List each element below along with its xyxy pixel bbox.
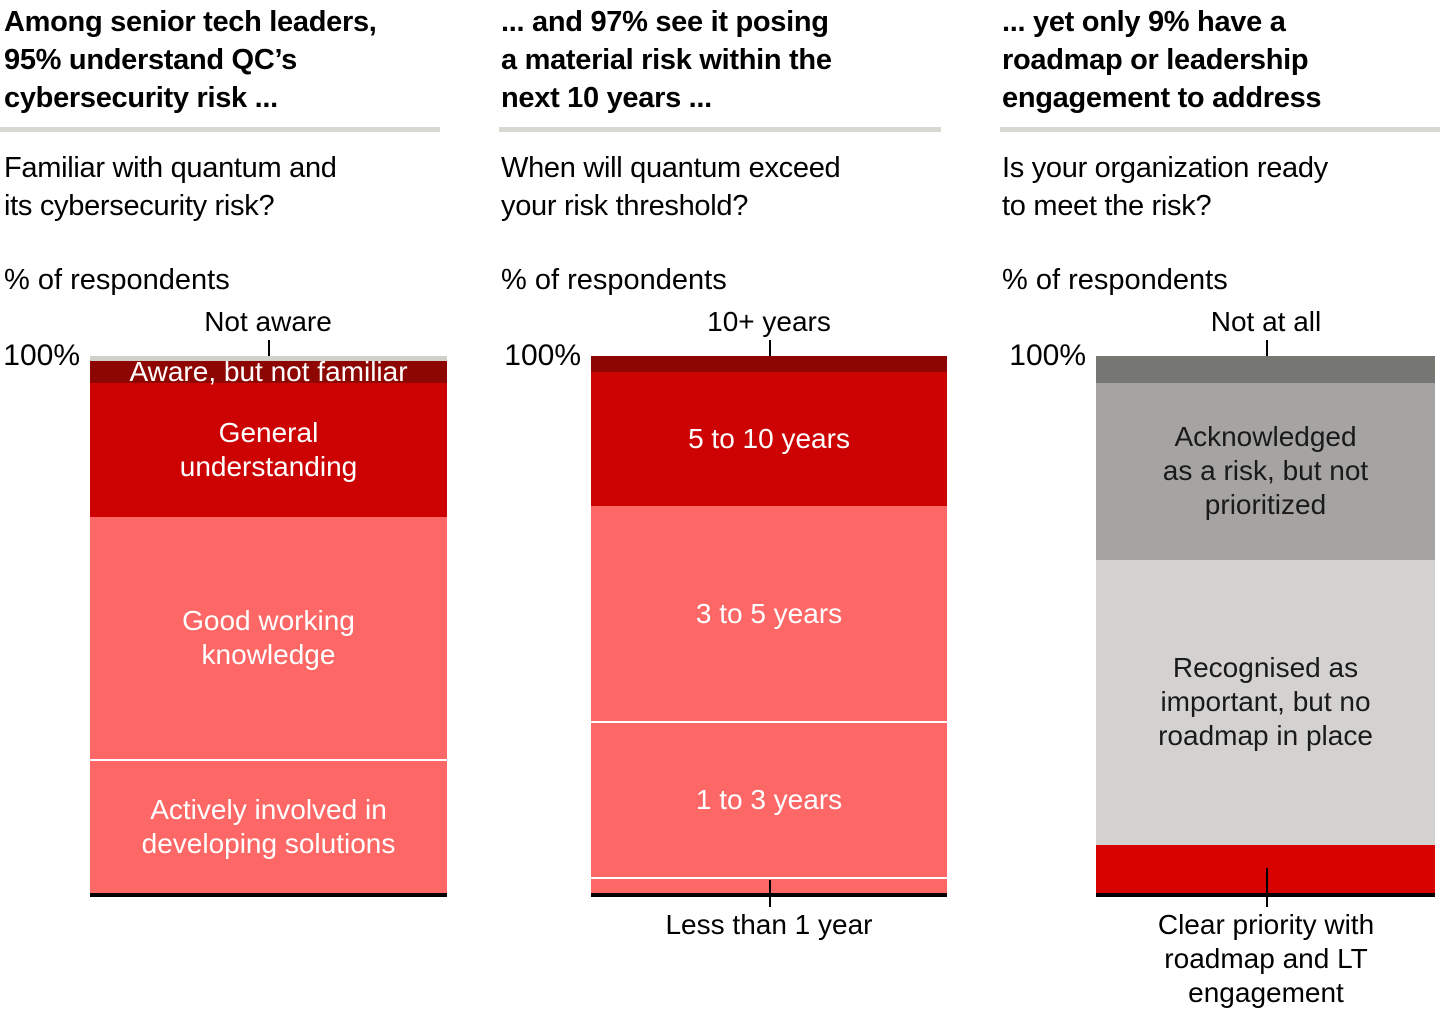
divider-rule (499, 127, 941, 132)
stacked-bar: 5 to 10 years 3 to 5 years 1 to 3 years (591, 356, 947, 893)
annotation-tick (769, 340, 771, 356)
bar-segment-recognised-no-roadmap: Recognised as important, but no roadmap … (1096, 560, 1435, 845)
bar-segment-label: Good working knowledge (182, 604, 355, 670)
bar-segment-label: Acknowledged as a risk, but not prioriti… (1162, 421, 1369, 521)
bar-segment-label: 1 to 3 years (695, 784, 843, 816)
top-annotation-label: 10+ years (707, 306, 831, 337)
bar-segment-not-aware (90, 356, 447, 362)
x-axis-line (1096, 893, 1435, 897)
bar-segment-label: Recognised as important, but no roadmap … (1158, 652, 1373, 752)
panel-readiness: ... yet only 9% have a roadmap or leader… (960, 0, 1440, 1013)
panel-familiarity: Among senior tech leaders, 95% understan… (0, 0, 480, 1013)
stacked-bar: Aware, but not familiar General understa… (90, 356, 447, 893)
divider-rule (1000, 127, 1440, 132)
axis-100-label: 100% (504, 339, 581, 372)
bar-segment-not-at-all (1096, 356, 1435, 383)
bar-segment-actively-involved: Actively involved in developing solution… (90, 758, 447, 893)
panel-question: Familiar with quantum and its cybersecur… (4, 152, 337, 222)
bar-segment-label: Actively involved in developing solution… (141, 793, 396, 859)
panel-headline: ... and 97% see it posing a material ris… (501, 6, 832, 114)
panel-question: Is your organization ready to meet the r… (1002, 152, 1328, 222)
bar-segment-1-to-3-years: 1 to 3 years (591, 721, 947, 877)
axis-unit-label: % of respondents (501, 264, 727, 296)
panel-question: When will quantum exceed your risk thres… (501, 152, 841, 222)
bar-segment-label: General understanding (179, 416, 358, 482)
bar-segment-aware-not-familiar: Aware, but not familiar (90, 356, 447, 387)
bottom-annotation-label: Less than 1 year (665, 909, 873, 940)
x-axis-line (90, 893, 447, 897)
annotation-tick (1266, 340, 1268, 356)
bar-segment-label: 3 to 5 years (695, 597, 843, 629)
panel-headline: Among senior tech leaders, 95% understan… (4, 6, 377, 114)
axis-unit-label: % of respondents (4, 264, 230, 296)
bar-segment-label: 5 to 10 years (688, 423, 850, 455)
bar-segment-clear-priority (1096, 844, 1435, 893)
bar-segment-5-to-10-years: 5 to 10 years (591, 372, 947, 507)
top-annotation-label: Not aware (204, 306, 332, 337)
annotation-tick (268, 340, 270, 356)
axis-100-label: 100% (1009, 339, 1086, 372)
panel-risk-timeline: ... and 97% see it posing a material ris… (480, 0, 960, 1013)
annotation-tick (769, 880, 771, 907)
bar-segment-3-to-5-years: 3 to 5 years (591, 506, 947, 722)
top-annotation-label: Not at all (1210, 306, 1322, 337)
panel-headline: ... yet only 9% have a roadmap or leader… (1002, 6, 1322, 114)
bar-segment-label: Aware, but not familiar (129, 356, 408, 388)
axis-100-label: 100% (3, 339, 80, 372)
axis-unit-label: % of respondents (1002, 264, 1228, 296)
bar-segment-10-plus-years (591, 356, 947, 373)
bar-segment-acknowledged-not-prioritized: Acknowledged as a risk, but not prioriti… (1096, 382, 1435, 561)
bar-segment-good-working-knowledge: Good working knowledge (90, 517, 447, 759)
bar-segment-general-understanding: General understanding (90, 382, 447, 518)
divider-rule (0, 127, 440, 132)
bottom-annotation-label: Clear priority with roadmap and LT engag… (1157, 909, 1375, 1008)
annotation-tick (1266, 868, 1268, 907)
stacked-bar: Acknowledged as a risk, but not prioriti… (1096, 356, 1435, 893)
